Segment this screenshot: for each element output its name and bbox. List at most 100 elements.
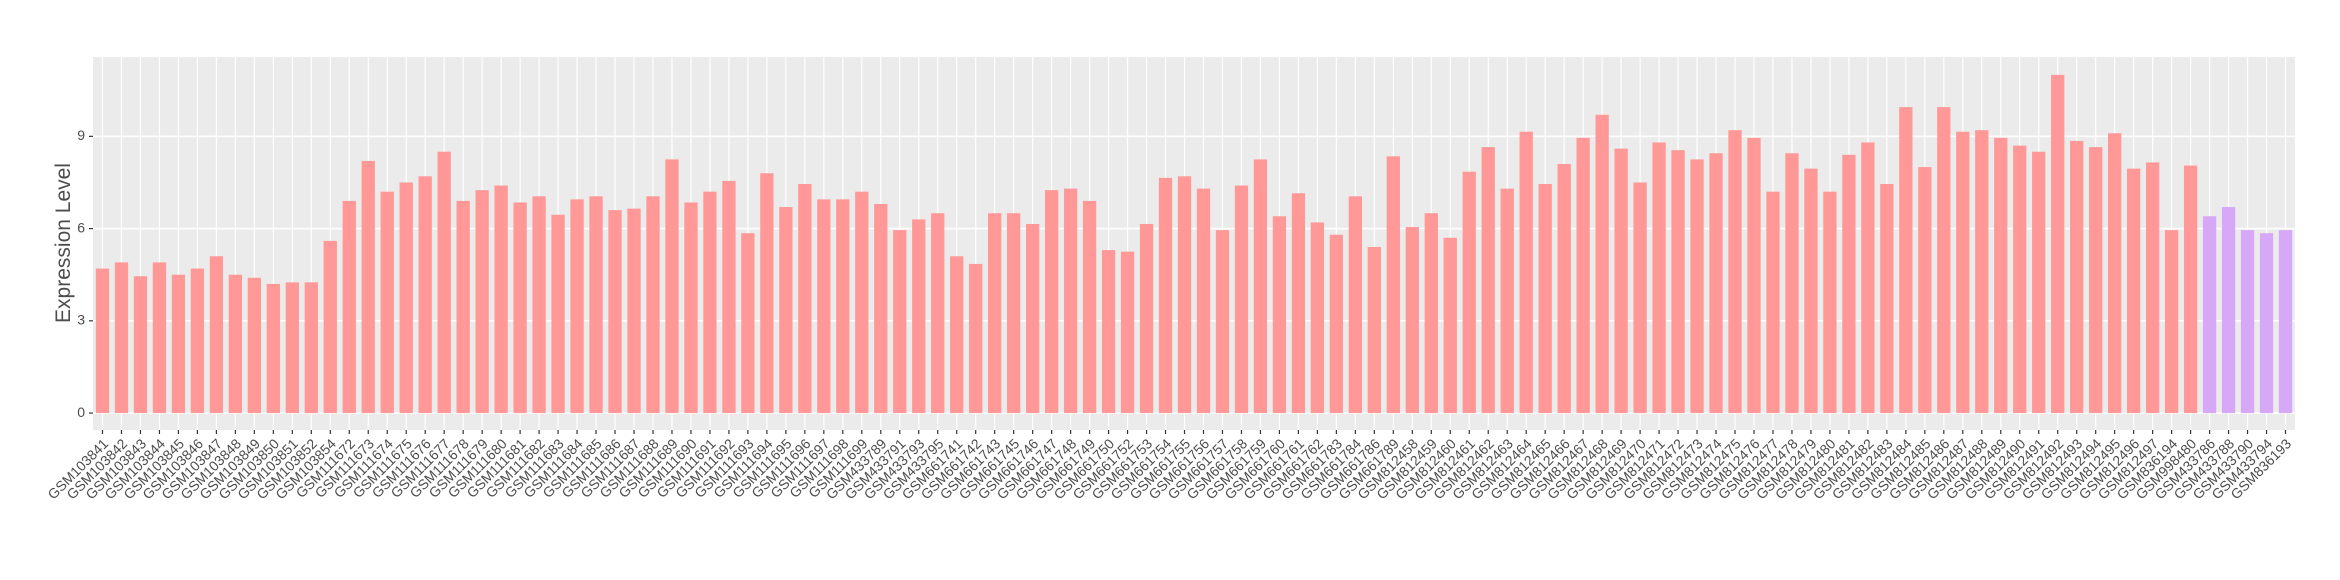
bar (247, 277, 261, 414)
bar (1595, 114, 1609, 414)
bar (1196, 188, 1211, 414)
bar (1291, 193, 1306, 414)
bar (836, 199, 850, 414)
y-axis-title: Expression Level (52, 163, 75, 323)
bar (1101, 250, 1116, 414)
bar (114, 262, 129, 414)
bar (323, 240, 337, 414)
bar (1671, 150, 1685, 414)
bar (1120, 251, 1135, 414)
bar (1158, 177, 1173, 414)
bar (494, 185, 508, 414)
bar (2183, 165, 2198, 414)
bar (627, 208, 641, 414)
y-tick-label: 3 (77, 312, 85, 328)
bar (1367, 247, 1381, 414)
bar (969, 263, 983, 414)
bar (893, 230, 907, 414)
bar (1861, 142, 1875, 414)
bar (760, 173, 774, 414)
bar (2202, 216, 2217, 414)
y-tick-label: 6 (77, 219, 85, 235)
bar (361, 160, 375, 414)
bar (1899, 107, 1913, 414)
bar (1804, 168, 1818, 414)
bar (2145, 162, 2160, 414)
bar (532, 196, 546, 414)
bar (1538, 183, 1552, 414)
bar (1044, 190, 1059, 414)
bar (1709, 153, 1723, 414)
bar (266, 283, 280, 414)
bar (931, 213, 945, 414)
bar (741, 233, 755, 414)
bar (1177, 176, 1192, 414)
bar (2032, 151, 2046, 414)
bar (1329, 234, 1344, 414)
bar (1823, 191, 1837, 414)
bar (456, 200, 470, 414)
bar (855, 191, 869, 414)
bar (418, 176, 432, 414)
bar (190, 268, 205, 414)
bar (1272, 216, 1287, 414)
bar (2013, 145, 2027, 414)
bar (1747, 137, 1761, 414)
bar (2127, 168, 2141, 414)
bar (1234, 185, 1249, 414)
bar (1386, 156, 1400, 414)
bar (665, 159, 679, 414)
bar (1348, 196, 1362, 414)
bar (2164, 230, 2179, 414)
bar (152, 262, 167, 414)
bar (475, 190, 489, 414)
bar (817, 199, 831, 414)
bar (437, 151, 451, 414)
bar (1842, 154, 1856, 414)
bar (589, 196, 603, 414)
bar (874, 203, 888, 414)
bar (1424, 213, 1438, 414)
bar (2089, 147, 2103, 414)
bar (950, 256, 964, 414)
bar (1880, 183, 1894, 414)
bar (1462, 171, 1476, 414)
bar (1082, 200, 1097, 414)
bar (1253, 159, 1268, 414)
bar (1557, 164, 1571, 414)
bar (171, 274, 186, 414)
bar (133, 276, 148, 414)
bar (1443, 237, 1457, 414)
bar (2278, 230, 2293, 414)
bar (209, 256, 224, 414)
bar (1690, 159, 1704, 414)
bar (646, 196, 660, 414)
bar (1026, 223, 1040, 414)
bar (1500, 188, 1514, 414)
bar (304, 282, 318, 414)
y-tick-label: 0 (77, 404, 85, 420)
bar (684, 202, 698, 414)
bar (1310, 222, 1325, 414)
bar (551, 214, 565, 414)
bar (2240, 230, 2255, 414)
bar (2070, 140, 2084, 414)
bar (1652, 142, 1666, 414)
bar (1937, 107, 1951, 414)
y-tick-label: 9 (77, 127, 85, 143)
bar (2259, 233, 2274, 414)
bar (1728, 130, 1742, 414)
bar (1918, 167, 1932, 414)
bar (1576, 137, 1590, 414)
bar (1007, 213, 1021, 414)
bar (1481, 147, 1495, 414)
bar (513, 202, 527, 414)
bar (1633, 182, 1647, 414)
bar (570, 199, 584, 414)
bar (380, 191, 394, 414)
bar (722, 180, 736, 414)
bar (988, 213, 1002, 414)
bar (228, 274, 243, 414)
bar (1063, 188, 1078, 414)
